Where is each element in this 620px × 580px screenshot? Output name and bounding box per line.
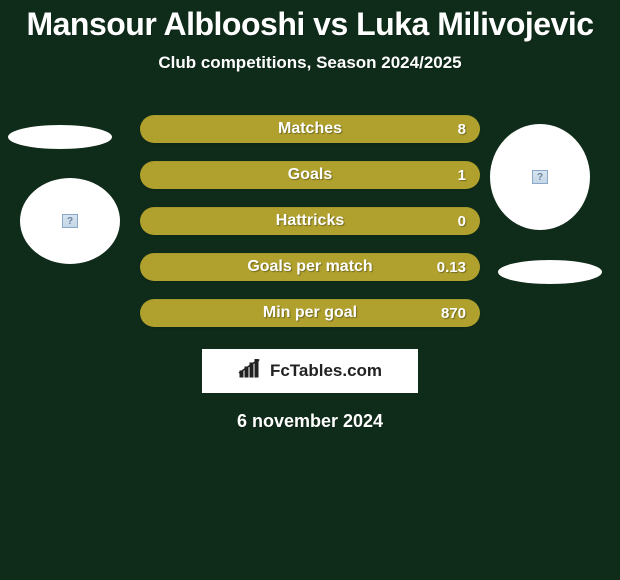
stat-label: Goals per match	[247, 258, 372, 276]
stat-value: 8	[458, 121, 466, 138]
bar-chart-icon	[238, 359, 264, 384]
stat-bar: Min per goal 870	[140, 299, 480, 327]
image-placeholder-icon: ?	[62, 214, 78, 228]
right-shadow-ellipse	[498, 260, 602, 284]
brand-text: FcTables.com	[270, 361, 382, 381]
brand-banner: FcTables.com	[202, 349, 418, 393]
stat-label: Matches	[278, 120, 342, 138]
stat-bar: Goals 1	[140, 161, 480, 189]
stat-bar: Goals per match 0.13	[140, 253, 480, 281]
right-player-avatar: ?	[490, 124, 590, 230]
left-shadow-ellipse	[8, 125, 112, 149]
stat-bar: Matches 8	[140, 115, 480, 143]
generation-date: 6 november 2024	[0, 411, 620, 432]
image-placeholder-icon: ?	[532, 170, 548, 184]
stat-value: 0.13	[437, 259, 466, 276]
comparison-title: Mansour Alblooshi vs Luka Milivojevic	[0, 6, 620, 43]
stat-label: Goals	[288, 166, 332, 184]
stat-label: Hattricks	[276, 212, 344, 230]
stat-bar: Hattricks 0	[140, 207, 480, 235]
content-root: Mansour Alblooshi vs Luka Milivojevic Cl…	[0, 0, 620, 580]
stat-value: 870	[441, 305, 466, 322]
left-player-avatar: ?	[20, 178, 120, 264]
stat-label: Min per goal	[263, 304, 357, 322]
comparison-subtitle: Club competitions, Season 2024/2025	[0, 53, 620, 73]
stat-value: 1	[458, 167, 466, 184]
stat-value: 0	[458, 213, 466, 230]
